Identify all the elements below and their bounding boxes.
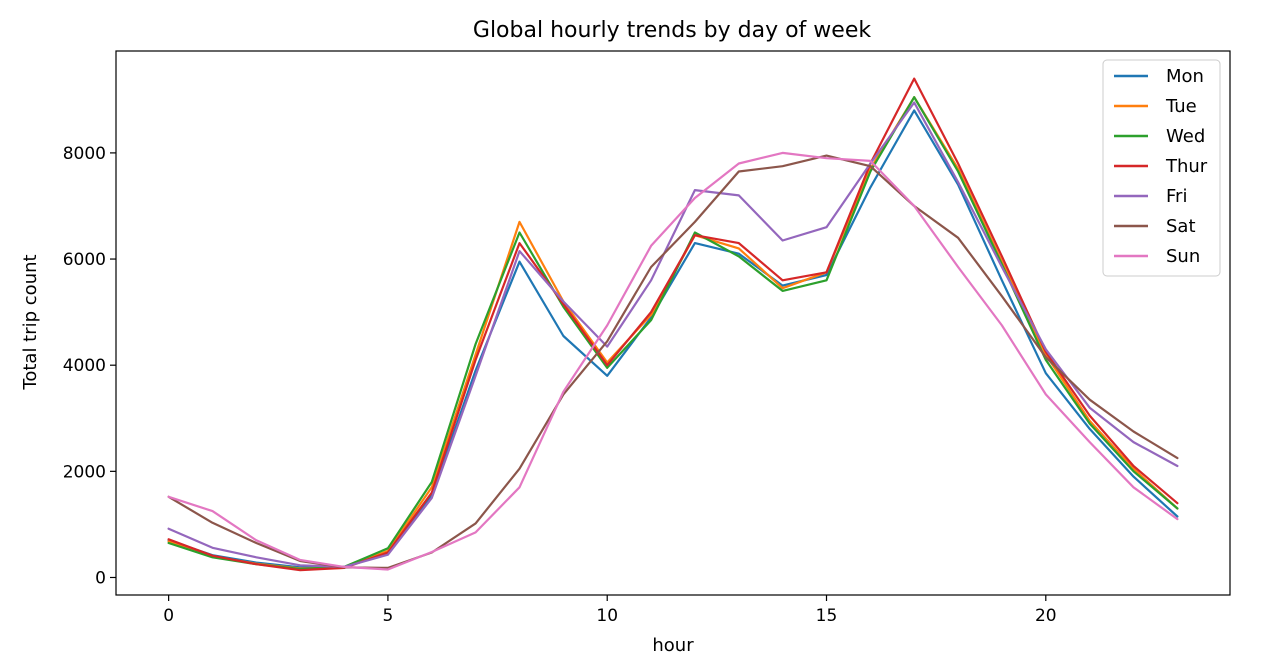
x-tick-label: 5 bbox=[383, 606, 394, 626]
legend-label-thur: Thur bbox=[1165, 156, 1208, 177]
legend-label-wed: Wed bbox=[1166, 126, 1205, 147]
y-axis: 0 2000 4000 6000 8000 bbox=[63, 144, 116, 588]
series-line-mon bbox=[167, 109, 1179, 569]
legend-label-sat: Sat bbox=[1166, 216, 1196, 237]
x-tick-label: 15 bbox=[816, 606, 838, 626]
y-tick-label: 2000 bbox=[63, 462, 106, 482]
x-tick-label: 20 bbox=[1035, 606, 1057, 626]
legend-label-mon: Mon bbox=[1166, 66, 1204, 87]
plot-area-frame bbox=[115, 50, 1231, 596]
x-tick-label: 10 bbox=[596, 606, 618, 626]
y-axis-label: Total trip count bbox=[20, 254, 41, 390]
chart-title: Global hourly trends by day of week bbox=[473, 18, 871, 43]
series-lines bbox=[167, 77, 1179, 572]
y-tick-label: 4000 bbox=[63, 356, 106, 376]
x-tick-label: 0 bbox=[163, 606, 174, 626]
series-line-fri bbox=[167, 101, 1179, 569]
legend-frame bbox=[1102, 59, 1221, 277]
series-line-sun bbox=[167, 151, 1179, 571]
y-tick-label: 8000 bbox=[63, 144, 106, 164]
legend-label-tue: Tue bbox=[1165, 96, 1197, 117]
x-axis: 0 5 10 15 20 bbox=[163, 595, 1057, 626]
y-tick-label: 0 bbox=[95, 568, 106, 588]
legend: Mon Tue Wed Thur Fri Sat Sun bbox=[1102, 59, 1221, 277]
legend-label-fri: Fri bbox=[1166, 186, 1187, 207]
y-tick-label: 6000 bbox=[63, 250, 106, 270]
x-axis-label: hour bbox=[652, 635, 694, 656]
series-line-thur bbox=[167, 77, 1179, 572]
legend-label-sun: Sun bbox=[1166, 246, 1200, 267]
